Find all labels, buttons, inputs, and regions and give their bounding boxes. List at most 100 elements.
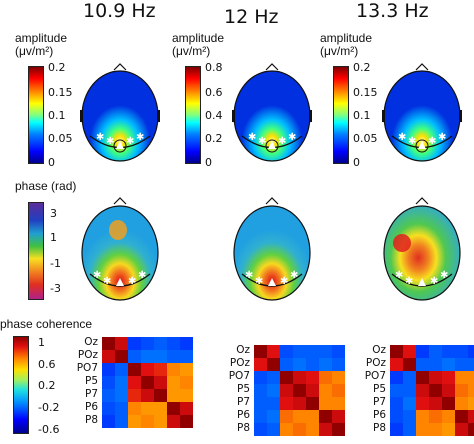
amp3-tick-3: 0.05 [353,132,378,145]
coherence-cell [429,410,442,423]
coherence-cell [455,345,468,358]
svg-text:✱: ✱ [280,276,288,287]
coherence-cell [416,423,429,436]
coherence-cell [332,345,345,358]
channel-label-oz: Oz [236,344,250,356]
coherence-cell [455,371,468,384]
coherence-cell [429,358,442,371]
amplitude-label-line2: (μv/m²) [15,44,54,58]
coherence-cell [390,423,403,436]
channel-label-p8: P8 [236,422,250,434]
coherence-cell [319,397,332,410]
svg-text:✱: ✱ [96,132,104,143]
coherence-cell [254,345,267,358]
coherence-cell [115,389,128,402]
amplitude-headmap-2: ✱ ✱ ✱ ✱ [232,63,312,162]
coherence-cell [102,415,115,428]
channel-label-p7: P7 [372,396,386,408]
coherence-cell [455,358,468,371]
coh-tick-3: -0.2 [38,401,60,414]
coherence-cell [332,397,345,410]
channel-label-p6: P6 [372,409,386,421]
channel-label-p8: P8 [84,414,98,426]
coherence-cell [128,363,141,376]
svg-text:✱: ✱ [255,276,263,287]
svg-text:✱: ✱ [438,132,446,143]
coherence-cell [280,397,293,410]
coherence-cell [167,415,180,428]
coherence-colorbar [13,336,29,434]
coherence-cell [319,423,332,436]
coherence-cell [403,410,416,423]
coherence-cell [154,415,167,428]
coherence-cell [102,363,115,376]
coherence-cell [141,337,154,350]
coherence-cell [154,376,167,389]
coherence-cell [455,423,468,436]
svg-text:✱: ✱ [430,276,438,287]
coherence-cell [115,350,128,363]
coherence-cell [390,371,403,384]
amp3-tick-2: 0.1 [353,109,371,122]
channel-label-oz: Oz [84,336,98,348]
svg-text:✱: ✱ [103,276,111,287]
coherence-cell [141,402,154,415]
coherence-cell [442,423,455,436]
amplitude-label: amplitude (μv/m²) [15,32,67,58]
coherence-cell [442,371,455,384]
coherence-cell [102,350,115,363]
coherence-cell [455,410,468,423]
coherence-cell [102,376,115,389]
coherence-cell [429,423,442,436]
coherence-cell [154,337,167,350]
coherence-cell [154,389,167,402]
coherence-cell [332,410,345,423]
coherence-cell [180,389,193,402]
channel-label-p5: P5 [236,383,250,395]
amp1-tick-1: 0.15 [48,86,73,99]
coherence-cell [280,371,293,384]
svg-text:✱: ✱ [248,132,256,143]
coherence-cell [468,345,474,358]
amp1-tick-4: 0 [48,156,55,169]
coherence-cell [468,358,474,371]
amp2-tick-2: 0.4 [205,109,223,122]
amp3-tick-4: 0 [353,156,360,169]
coherence-cell [115,376,128,389]
coherence-cell [280,384,293,397]
coherence-cell [102,337,115,350]
phase-tick-1: 1 [50,231,57,244]
coherence-cell [332,371,345,384]
coh-tick-0: 1 [38,336,45,349]
coherence-matrix-1: Oz POz PO7 P5 P7 P6 P8 [70,336,230,436]
coherence-cell [442,358,455,371]
coherence-cell [267,410,280,423]
svg-text:✱: ✱ [258,136,266,147]
coherence-cell [319,371,332,384]
coherence-cell [293,358,306,371]
coherence-cell [141,363,154,376]
svg-text:✱: ✱ [106,136,114,147]
coherence-cell [403,358,416,371]
coherence-cell [293,410,306,423]
coherence-cell [115,402,128,415]
phase-headmap-3: ✱ ✱ ✱ ✱ [383,197,461,301]
svg-text:✱: ✱ [245,270,253,281]
amplitude-label-3-line1: amplitude [320,31,373,45]
channel-label-p7: P7 [84,388,98,400]
coherence-cell [167,350,180,363]
amp1-tick-3: 0.05 [48,132,73,145]
coherence-cell [180,402,193,415]
amplitude-label-3: amplitude (μv/m²) [320,32,372,58]
coherence-cell [167,337,180,350]
amp2-tick-3: 0.2 [205,132,223,145]
svg-text:✱: ✱ [290,270,298,281]
amplitude-label-2: amplitude (μv/m²) [172,32,224,58]
svg-text:✱: ✱ [93,270,101,281]
channel-label-poz: POz [365,357,386,369]
coherence-cell [267,384,280,397]
coherence-cell [167,402,180,415]
coherence-cell [416,384,429,397]
coherence-cell [468,371,474,384]
amp2-tick-4: 0 [205,156,212,169]
